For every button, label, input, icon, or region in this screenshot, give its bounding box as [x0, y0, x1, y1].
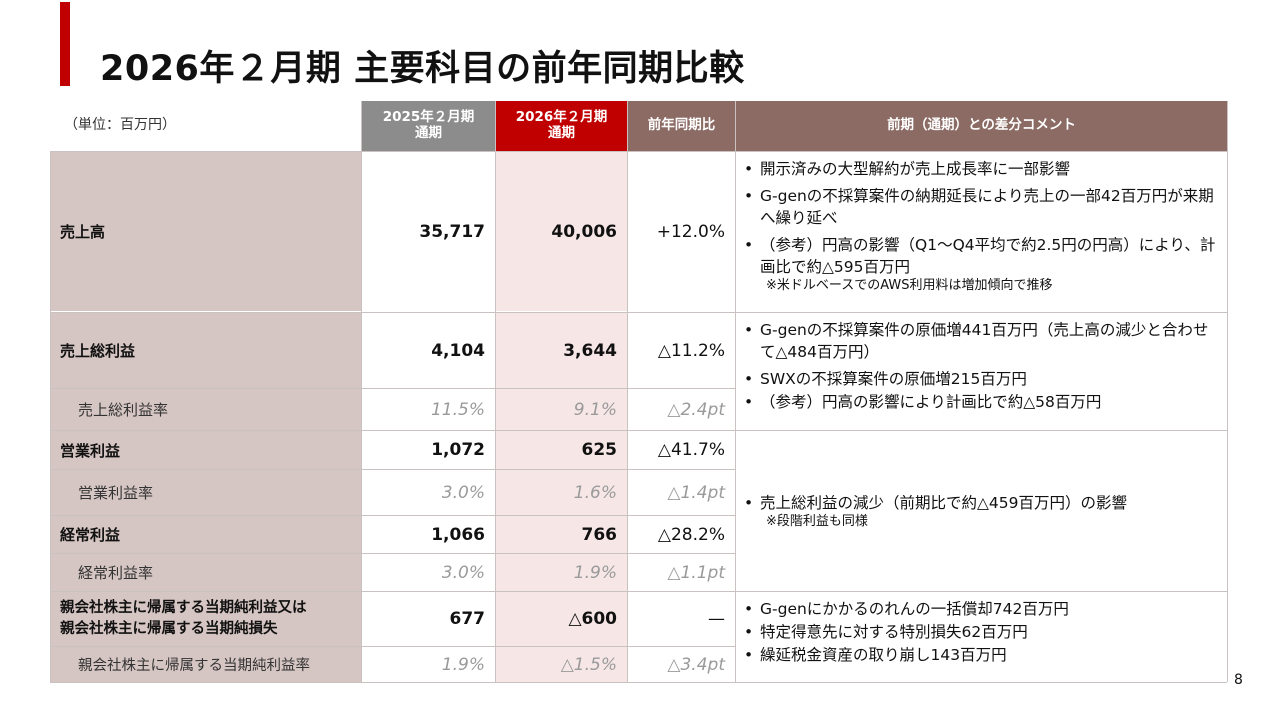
- operating-comment-note: ※段階利益も同様: [766, 514, 868, 530]
- gross-margin-prev-value: 11.5%: [362, 389, 495, 430]
- row-label-operating-profit: 営業利益: [50, 431, 361, 469]
- sales-cur-value: 40,006: [496, 152, 627, 311]
- title-accent-bar: [60, 2, 70, 86]
- sales-comment-bullet: • 開示済みの大型解約が売上成長率に一部影響: [744, 160, 1071, 178]
- gross-profit-yoy-value: △11.2%: [628, 313, 735, 388]
- grid-line: [50, 682, 1227, 683]
- net-margin-cur-value: △1.5%: [496, 647, 627, 682]
- grid-line: [627, 101, 628, 682]
- sales-comment: • 開示済みの大型解約が売上成長率に一部影響 • G-genの不採算案件の納期延長に…: [736, 152, 1227, 311]
- unit-label: （単位：百万円）: [64, 117, 176, 133]
- header-comment: 前期（通期）との差分コメント: [736, 101, 1227, 151]
- ordinary-profit-prev-value: 1,066: [362, 516, 495, 553]
- net-income-comment: • G-genにかかるのれんの一括償却742百万円 • 特定得意先に対する特別損失6…: [736, 592, 1227, 682]
- operating-margin-yoy-value: △1.4pt: [628, 470, 735, 515]
- ordinary-profit-cur-value: 766: [496, 516, 627, 553]
- grid-line: [50, 388, 735, 389]
- ordinary-margin-yoy-value: △1.1pt: [628, 554, 735, 591]
- page-number: 8: [1234, 672, 1243, 688]
- net-income-yoy-value: —: [628, 592, 735, 646]
- grid-line: [50, 469, 735, 470]
- ordinary-margin-prev-value: 3.0%: [362, 554, 495, 591]
- row-label-gross-profit: 売上総利益: [50, 313, 361, 388]
- grid-line: [50, 312, 1227, 313]
- slide-title: 2026年２月期 主要科目の前年同期比較: [100, 49, 745, 89]
- operating-comment-bullet: • 売上総利益の減少（前期比で約△459百万円）の影響: [744, 494, 1128, 513]
- grid-line: [735, 101, 736, 682]
- grid-line: [50, 151, 1227, 152]
- gross-comment-bullet: • SWXの不採算案件の原価増215百万円: [744, 370, 1027, 388]
- net-income-label-line2: 親会社株主に帰属する当期純損失: [60, 621, 278, 637]
- operating-margin-prev-value: 3.0%: [362, 470, 495, 515]
- grid-line: [495, 101, 496, 682]
- row-label-net-margin: 親会社株主に帰属する当期純利益率: [50, 647, 361, 682]
- grid-line: [50, 591, 1227, 592]
- grid-line: [50, 553, 735, 554]
- gross-margin-yoy-value: △2.4pt: [628, 389, 735, 430]
- net-margin-yoy-value: △3.4pt: [628, 647, 735, 682]
- operating-profit-cur-value: 625: [496, 431, 627, 469]
- net-comment-bullet: • G-genにかかるのれんの一括償却742百万円: [744, 600, 1069, 618]
- header-yoy: 前年同期比: [628, 101, 735, 151]
- net-income-prev-value: 677: [362, 592, 495, 646]
- row-label-sales: 売上高: [50, 152, 361, 311]
- gross-profit-cur-value: 3,644: [496, 313, 627, 388]
- grid-line: [1227, 101, 1228, 682]
- grid-line: [50, 646, 735, 647]
- net-comment-bullet: • 繰延税金資産の取り崩し143百万円: [744, 646, 1007, 665]
- gross-margin-cur-value: 9.1%: [496, 389, 627, 430]
- gross-comment-bullet: • G-genの不採算案件の原価増441百万円（売上高の減少と合わせて△484百万…: [744, 321, 1209, 361]
- row-label-ordinary-profit: 経常利益: [50, 516, 361, 553]
- sales-comment-note: ※米ドルベースでのAWS利用料は増加傾向で推移: [766, 278, 1053, 293]
- sales-yoy-value: +12.0%: [628, 152, 735, 311]
- net-income-cur-value: △600: [496, 592, 627, 646]
- header-prev-line1: 2025年２月期: [382, 109, 475, 126]
- header-prev-line2: 通期: [414, 125, 442, 141]
- row-label-ordinary-margin: 経常利益率: [50, 554, 361, 591]
- sales-comment-bullet: • G-genの不採算案件の納期延長により売上の一部42百万円が来期へ繰り延べ: [744, 187, 1214, 227]
- grid-line: [50, 430, 1227, 431]
- net-income-label-line1: 親会社株主に帰属する当期純利益又は: [60, 599, 307, 616]
- row-label-net-income: 親会社株主に帰属する当期純利益又は 親会社株主に帰属する当期純損失: [50, 592, 361, 646]
- row-label-gross-margin: 売上総利益率: [50, 389, 361, 430]
- sales-comment-bullet: • （参考）円高の影響（Q1～Q4平均で約2.5円の円高）により、計画比で約△59…: [744, 236, 1216, 276]
- operating-profit-yoy-value: △41.7%: [628, 431, 735, 469]
- operating-profit-prev-value: 1,072: [362, 431, 495, 469]
- grid-line: [50, 515, 735, 516]
- header-prev-period: 2025年２月期 通期: [362, 101, 495, 151]
- row-label-operating-margin: 営業利益率: [50, 470, 361, 515]
- header-current-period: 2026年２月期 通期: [496, 101, 627, 151]
- header-cur-line2: 通期: [547, 125, 575, 141]
- gross-comment-bullet: • （参考）円高の影響により計画比で約△58百万円: [744, 393, 1102, 411]
- grid-line: [361, 101, 362, 682]
- net-margin-prev-value: 1.9%: [362, 647, 495, 682]
- ordinary-profit-yoy-value: △28.2%: [628, 516, 735, 553]
- gross-profit-prev-value: 4,104: [362, 313, 495, 388]
- gross-profit-comment: • G-genの不採算案件の原価増441百万円（売上高の減少と合わせて△484百万…: [736, 313, 1227, 430]
- header-cur-line1: 2026年２月期: [515, 109, 608, 126]
- net-comment-bullet: • 特定得意先に対する特別損失62百万円: [744, 623, 1028, 642]
- sales-prev-value: 35,717: [362, 152, 495, 311]
- operating-margin-cur-value: 1.6%: [496, 470, 627, 515]
- operating-profit-comment: • 売上総利益の減少（前期比で約△459百万円）の影響 ※段階利益も同様: [736, 431, 1227, 591]
- grid-line: [50, 151, 51, 682]
- ordinary-margin-cur-value: 1.9%: [496, 554, 627, 591]
